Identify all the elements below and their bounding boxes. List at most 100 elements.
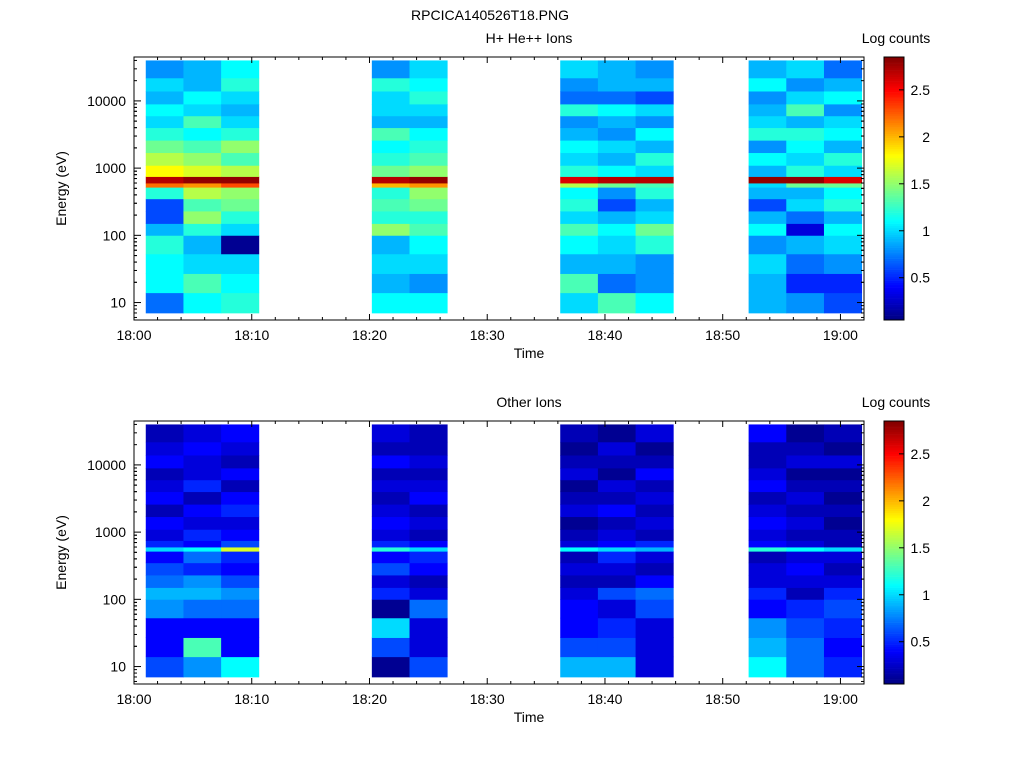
heatmap-cell [145,77,184,92]
colorbar-band [884,506,904,509]
heatmap-cell [145,187,184,200]
heatmap-cell [221,235,260,255]
heatmap-cell [409,562,448,576]
heatmap-cell [597,77,636,92]
colorbar-band [884,644,904,648]
heatmap-cell [635,77,674,92]
heatmap-cell [145,292,184,314]
colorbar-band [884,223,904,227]
heatmap-cell [145,656,184,678]
heatmap-cell [597,540,636,548]
colorbar-band [884,642,904,645]
colorbar-band [884,460,904,463]
x-tick-label: 18:20 [352,327,387,343]
y-tick-label: 10000 [87,457,126,473]
heatmap-cell [371,441,410,456]
heatmap-cell [221,198,260,212]
heatmap-cell [786,504,825,518]
heatmap-cell [748,127,787,141]
heatmap-cell [221,455,260,469]
heatmap-cell [823,637,863,658]
colorbar-band [884,530,904,534]
colorbar: 0.5 1 1.5 2 2.5 Log counts [862,30,930,321]
colorbar-band [884,109,904,113]
heatmap-cell [221,656,260,678]
heatmap-cell [145,587,184,600]
heatmap-cell [560,165,599,177]
heatmap-cell [786,587,825,600]
colorbar-band [884,421,904,424]
heatmap-cell [145,91,184,105]
heatmap-cell [183,127,222,141]
colorbar-band [884,495,904,499]
heatmap-cell [221,441,260,456]
colorbar-band [884,449,904,452]
heatmap-cell [748,198,787,212]
colorbar-band [884,587,904,591]
heatmap-cell [560,551,599,564]
heatmap-cell [560,273,599,294]
x-tick-label: 18:50 [705,691,740,707]
heatmap-cell [145,441,184,456]
heatmap-cell [786,187,825,200]
colorbar-band [884,144,904,148]
heatmap-cell [597,176,636,184]
colorbar-band [884,243,904,246]
heatmap-cell [560,424,599,443]
heatmap-cell [371,424,410,443]
colorbar-band [884,116,904,119]
heatmap-cell [786,152,825,166]
colorbar-band [884,467,904,470]
heatmap-cell [597,127,636,141]
heatmap-cell [221,187,260,200]
colorbar-band [884,677,904,680]
colorbar-band [884,216,904,220]
heatmap-cell [183,516,222,530]
heatmap-cell [748,599,787,619]
heatmap-cell [823,587,863,600]
heatmap-cell [371,292,410,314]
heatmap-cell [221,529,260,541]
heatmap-cell [823,223,863,236]
colorbar-band [884,219,904,222]
colorbar-band [884,578,904,582]
colorbar-band [884,175,904,178]
heatmap-cell [597,575,636,588]
heatmap-cells [145,424,863,678]
heatmap-cell [560,656,599,678]
colorbar-band [884,214,904,218]
heatmap-cell [371,551,410,564]
heatmap-cell [560,587,599,600]
colorbar-band [884,497,904,501]
heatmap-cell [409,235,448,255]
heatmap-cell [635,575,674,588]
heatmap-cell [183,187,222,200]
heatmap-cell [635,211,674,224]
heatmap-cell [145,540,184,548]
colorbar-band [884,602,904,606]
heatmap-cell [221,165,260,177]
colorbar-band [884,278,904,281]
heatmap-cell [183,656,222,678]
colorbar-band [884,162,904,165]
y-tick-label: 10 [110,659,126,675]
y-tick-label: 10000 [87,93,126,109]
colorbar-band [884,622,904,626]
heatmap-cell [635,140,674,154]
heatmap-cell [221,479,260,493]
heatmap-cell [183,152,222,166]
heatmap-cell [597,183,636,188]
heatmap-cell [786,656,825,678]
heatmap-cell [748,115,787,129]
heatmap-cell [748,441,787,456]
colorbar-band [884,491,904,494]
heatmap-cell [145,504,184,518]
heatmap-cell [409,152,448,166]
colorbar-band [884,440,904,444]
colorbar-band [884,462,904,466]
heatmap-cell [371,656,410,678]
colorbar-band [884,635,904,639]
colorbar-band [884,61,904,64]
heatmap-cell [560,198,599,212]
heatmap-cell [371,103,410,117]
